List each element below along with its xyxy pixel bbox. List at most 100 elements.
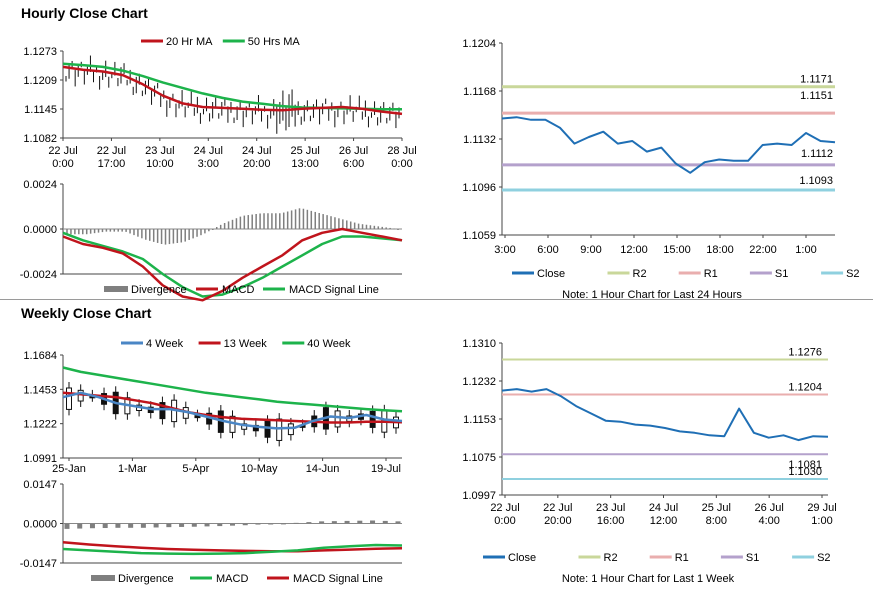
hourly-levels-ytick-label: 1.1168: [463, 86, 496, 98]
hourly-levels-xtick-label: 18:00: [706, 244, 734, 256]
hourly-price-legend-label: 50 Hrs MA: [248, 36, 301, 48]
weekly-divergence-bar: [89, 523, 95, 529]
hourly-divergence-bar: [247, 215, 250, 229]
hourly-price-ytick-label: 1.1273: [23, 46, 57, 58]
weekly-divergence-bar: [344, 520, 350, 524]
weekly-levels-xtick-label: 20:00: [544, 515, 572, 527]
weekly-divergence-bar: [217, 523, 223, 527]
weekly-divergence-bar: [140, 523, 146, 528]
hourly-levels-xtick-label: 9:00: [580, 244, 601, 256]
weekly-macd-signal-line: [62, 541, 403, 553]
weekly-macd-legend-label: Divergence: [118, 573, 174, 585]
weekly-divergence-bar: [128, 523, 134, 528]
hourly-divergence-bar: [152, 229, 155, 242]
hourly-divergence-bar: [93, 229, 96, 234]
hourly-levels-xtick-label: 6:00: [537, 244, 558, 256]
weekly-divergence-bar: [166, 523, 172, 528]
hourly-divergence-bar: [310, 210, 313, 229]
weekly-levels-ytick-label: 1.1075: [462, 452, 496, 464]
hourly-divergence-bar: [365, 224, 368, 229]
hourly-divergence-bar: [212, 229, 214, 230]
hourly-divergence-bar: [263, 213, 265, 229]
weekly-candle-body: [66, 387, 72, 410]
hourly-price-xtick-label: 24 Jul: [194, 145, 223, 157]
weekly-levels-note: Note: 1 Hour Chart for Last 1 Week: [562, 573, 735, 585]
weekly-levels-xtick-label: 0:00: [494, 515, 515, 527]
hourly-divergence-bar: [294, 209, 297, 229]
weekly-candle-body: [287, 423, 294, 436]
hourly-price-xtick-label: 22 Jul: [97, 145, 126, 157]
hourly-divergence-bar: [239, 216, 242, 229]
weekly-macd-legend-label: MACD: [216, 573, 248, 585]
weekly-candle-body: [77, 389, 84, 402]
weekly-level-value: 1.1081: [788, 459, 822, 471]
hourly-divergence-bar: [326, 215, 328, 229]
weekly-candle-body: [334, 410, 341, 428]
weekly-levels-legend-label: S2: [817, 552, 830, 564]
hourly-20hr-ma-line: [62, 65, 403, 116]
hourly-divergence-bar: [184, 229, 186, 242]
weekly-1w-close-line: [501, 388, 829, 442]
hourly-price-xtick-label: 28 Jul: [387, 145, 416, 157]
weekly-divergence-bar: [255, 523, 261, 525]
hourly-price-ytick-label: 1.1082: [23, 133, 57, 145]
hourly-divergence-bar: [346, 220, 348, 229]
hourly-divergence-bar: [259, 213, 261, 229]
weekly-price-xtick-label: 25-Jan: [52, 463, 86, 475]
hourly-divergence-bar: [290, 210, 293, 229]
hourly-levels-legend-label: R2: [633, 268, 647, 280]
weekly-13w-ma-line: [62, 391, 403, 424]
hourly-price-xtick-label: 20:00: [243, 158, 271, 170]
hourly-price-xtick-label: 24 Jul: [242, 145, 271, 157]
weekly-divergence-bar: [204, 523, 210, 527]
hourly-divergence-bar: [349, 221, 352, 229]
weekly-levels-xtick-label: 1:00: [811, 515, 832, 527]
weekly-price-ytick-label: 1.1684: [23, 350, 57, 362]
hourly-price-xtick-label: 25 Jul: [290, 145, 319, 157]
hourly-divergence-bar: [231, 219, 234, 229]
hourly-divergence-bar: [208, 229, 210, 232]
hourly-levels-ytick-label: 1.1204: [462, 38, 496, 50]
weekly-macd-legend-label: MACD Signal Line: [293, 573, 383, 585]
hourly-price-xtick-label: 17:00: [98, 158, 126, 170]
hourly-divergence-bar: [196, 229, 198, 237]
hourly-divergence-bar: [70, 229, 72, 235]
hourly-divergence-bar: [393, 228, 395, 230]
hourly-macd-legend-label: Divergence: [131, 284, 187, 296]
hourly-levels-xtick-label: 15:00: [663, 244, 691, 256]
hourly-divergence-bar: [121, 229, 123, 232]
hourly-divergence-bar: [357, 223, 360, 229]
hourly-divergence-bar: [306, 209, 309, 229]
hourly-divergence-bar: [255, 214, 257, 229]
hourly-divergence-bar: [381, 226, 383, 229]
hourly-divergence-bar: [85, 229, 88, 235]
weekly-macd-ytick-label: -0.0147: [20, 558, 57, 570]
hourly-divergence-bar: [282, 212, 285, 229]
weekly-levels-xtick-label: 24 Jul: [649, 502, 678, 514]
weekly-price-xtick-label: 19-Jul: [371, 463, 401, 475]
hourly-divergence-bar: [89, 229, 92, 234]
hourly-divergence-bar: [227, 221, 230, 229]
hourly-divergence-bar: [78, 229, 80, 235]
weekly-price-legend-label: 4 Week: [146, 338, 184, 350]
weekly-price-xtick-label: 5-Apr: [182, 463, 209, 475]
hourly-divergence-bar: [101, 229, 104, 233]
weekly-levels-xtick-label: 4:00: [758, 515, 779, 527]
hourly-macd-legend-swatch: [104, 286, 128, 292]
hourly-levels-xtick-label: 3:00: [494, 244, 515, 256]
weekly-divergence-bar: [230, 523, 235, 526]
weekly-levels-xtick-label: 25 Jul: [702, 502, 731, 514]
weekly-candle-body: [264, 420, 271, 438]
hourly-divergence-bar: [149, 229, 151, 241]
hourly-divergence-bar: [145, 229, 147, 240]
weekly-price-xtick-label: 10-May: [241, 463, 278, 475]
hourly-levels-ytick-label: 1.1132: [463, 134, 496, 146]
weekly-divergence-bar: [395, 521, 401, 524]
hourly-divergence-bar: [286, 211, 289, 229]
weekly-levels-xtick-label: 26 Jul: [754, 502, 783, 514]
hourly-section-title: Hourly Close Chart: [21, 5, 148, 21]
weekly-price-legend-label: 13 Week: [224, 338, 268, 350]
hourly-divergence-bar: [180, 229, 183, 243]
hourly-divergence-bar: [129, 229, 131, 234]
weekly-levels-legend-label: S1: [746, 552, 759, 564]
